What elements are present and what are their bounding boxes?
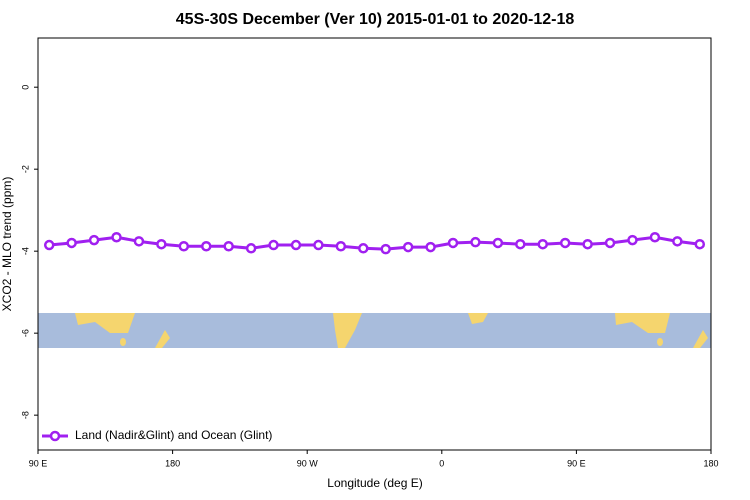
x-axis-label: Longitude (deg E) xyxy=(327,476,422,490)
point xyxy=(694,238,706,250)
y-tick-label: -4 xyxy=(20,247,30,255)
point xyxy=(672,236,683,247)
point xyxy=(88,234,100,246)
point xyxy=(537,238,548,250)
point xyxy=(43,239,55,251)
map-strip xyxy=(38,313,711,348)
point xyxy=(627,234,638,246)
point xyxy=(649,231,661,243)
legend-label: Land (Nadir&Glint) and Ocean (Glint) xyxy=(75,428,272,442)
point xyxy=(245,243,257,254)
y-tick-label: 0 xyxy=(20,85,30,90)
y-tick-label: -8 xyxy=(20,411,30,419)
point xyxy=(201,241,212,252)
point xyxy=(290,239,302,251)
point xyxy=(515,238,526,250)
x-tick-label: 180 xyxy=(703,458,718,468)
x-tick-label: 180 xyxy=(165,458,180,468)
point xyxy=(66,237,77,249)
point xyxy=(178,241,190,252)
y-tick-label: -6 xyxy=(20,329,30,337)
legend-marker xyxy=(49,430,61,442)
point xyxy=(425,241,436,253)
point xyxy=(470,236,481,248)
point xyxy=(559,237,571,249)
point xyxy=(604,237,616,249)
x-tick-label: 90 E xyxy=(29,458,48,468)
point xyxy=(582,238,593,250)
chart-title: 45S-30S December (Ver 10) 2015-01-01 to … xyxy=(176,11,575,28)
point xyxy=(313,239,324,251)
x-tick-label: 90 W xyxy=(297,458,319,468)
point xyxy=(402,241,414,253)
point xyxy=(447,237,459,249)
point xyxy=(380,243,391,255)
point xyxy=(133,236,145,247)
point xyxy=(335,241,347,252)
point xyxy=(358,243,369,254)
y-tick-label: -2 xyxy=(20,165,30,173)
point xyxy=(111,231,122,243)
point xyxy=(492,237,504,249)
x-tick-label: 90 E xyxy=(567,458,586,468)
x-tick-label: 0 xyxy=(439,458,444,468)
plot-frame xyxy=(37,37,712,451)
point xyxy=(156,238,167,250)
point xyxy=(268,239,279,251)
point xyxy=(223,241,234,252)
y-axis-label: XCO2 - MLO trend (ppm) xyxy=(0,177,14,312)
